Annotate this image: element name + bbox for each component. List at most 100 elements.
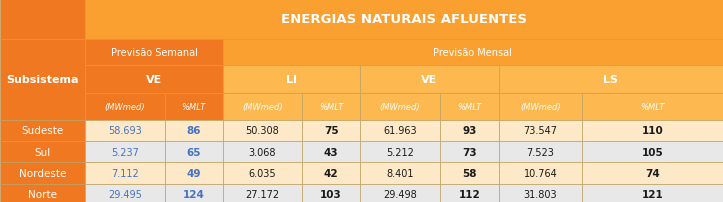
Bar — [499, 184, 582, 202]
Bar — [223, 66, 360, 94]
Text: 7.523: 7.523 — [526, 147, 555, 157]
Bar — [302, 163, 360, 184]
Text: LS: LS — [604, 75, 618, 85]
Bar — [302, 184, 360, 202]
Text: VE: VE — [146, 75, 162, 85]
Bar — [85, 39, 223, 66]
Bar — [302, 120, 360, 141]
Bar — [85, 94, 165, 120]
Text: LI: LI — [286, 75, 297, 85]
Bar — [440, 163, 499, 184]
Bar — [165, 141, 223, 163]
Text: 49: 49 — [187, 168, 201, 178]
Text: 29.498: 29.498 — [383, 189, 416, 199]
Bar — [0, 120, 85, 141]
Text: 58: 58 — [462, 168, 476, 178]
Bar — [165, 163, 223, 184]
Bar — [582, 141, 723, 163]
Text: ENERGIAS NATURAIS AFLUENTES: ENERGIAS NATURAIS AFLUENTES — [281, 13, 527, 26]
Bar — [0, 163, 85, 184]
Bar — [85, 120, 165, 141]
Bar — [302, 94, 360, 120]
Bar — [499, 94, 582, 120]
Bar — [223, 163, 302, 184]
Bar — [360, 94, 440, 120]
Text: Subsistema: Subsistema — [7, 75, 79, 85]
Text: 50.308: 50.308 — [246, 126, 279, 136]
Bar — [440, 120, 499, 141]
Text: 65: 65 — [187, 147, 201, 157]
Bar — [302, 141, 360, 163]
Bar — [85, 0, 723, 39]
Text: 103: 103 — [320, 189, 342, 199]
Text: 42: 42 — [324, 168, 338, 178]
Text: 74: 74 — [645, 168, 660, 178]
Text: 7.112: 7.112 — [111, 168, 139, 178]
Text: 73: 73 — [462, 147, 476, 157]
Bar — [165, 184, 223, 202]
Text: Previsão Semanal: Previsão Semanal — [111, 47, 197, 58]
Bar — [223, 184, 302, 202]
Bar — [582, 94, 723, 120]
Bar — [0, 0, 85, 39]
Bar — [440, 141, 499, 163]
Bar — [0, 39, 85, 120]
Bar — [0, 141, 85, 163]
Bar — [360, 66, 499, 94]
Text: 112: 112 — [458, 189, 480, 199]
Bar — [223, 94, 302, 120]
Bar — [360, 184, 440, 202]
Bar — [499, 141, 582, 163]
Text: 29.495: 29.495 — [108, 189, 142, 199]
Text: 5.212: 5.212 — [386, 147, 414, 157]
Bar — [360, 163, 440, 184]
Text: Nordeste: Nordeste — [19, 168, 67, 178]
Text: 10.764: 10.764 — [523, 168, 557, 178]
Text: %MLT: %MLT — [181, 103, 206, 112]
Text: Norte: Norte — [28, 189, 57, 199]
Bar — [223, 141, 302, 163]
Bar — [223, 39, 723, 66]
Bar — [85, 163, 165, 184]
Bar — [85, 66, 223, 94]
Text: %MLT: %MLT — [641, 103, 664, 112]
Bar — [165, 120, 223, 141]
Text: (MWmed): (MWmed) — [242, 103, 283, 112]
Bar — [440, 184, 499, 202]
Text: Previsão Mensal: Previsão Mensal — [433, 47, 513, 58]
Bar — [499, 120, 582, 141]
Text: (MWmed): (MWmed) — [520, 103, 561, 112]
Bar — [582, 184, 723, 202]
Text: 110: 110 — [641, 126, 664, 136]
Bar — [582, 163, 723, 184]
Bar — [165, 94, 223, 120]
Bar — [499, 66, 723, 94]
Text: 27.172: 27.172 — [245, 189, 280, 199]
Text: 124: 124 — [183, 189, 205, 199]
Text: 61.963: 61.963 — [383, 126, 416, 136]
Text: 43: 43 — [324, 147, 338, 157]
Text: 73.547: 73.547 — [523, 126, 557, 136]
Text: 93: 93 — [462, 126, 476, 136]
Text: 8.401: 8.401 — [386, 168, 414, 178]
Text: %MLT: %MLT — [319, 103, 343, 112]
Text: %MLT: %MLT — [457, 103, 482, 112]
Text: 75: 75 — [324, 126, 338, 136]
Text: 105: 105 — [641, 147, 664, 157]
Bar — [223, 120, 302, 141]
Text: 58.693: 58.693 — [108, 126, 142, 136]
Bar — [360, 120, 440, 141]
Bar — [582, 120, 723, 141]
Bar — [440, 94, 499, 120]
Text: 6.035: 6.035 — [249, 168, 276, 178]
Bar — [360, 141, 440, 163]
Text: (MWmed): (MWmed) — [105, 103, 145, 112]
Bar — [85, 184, 165, 202]
Text: (MWmed): (MWmed) — [380, 103, 420, 112]
Text: 121: 121 — [641, 189, 664, 199]
Text: 86: 86 — [187, 126, 201, 136]
Text: 31.803: 31.803 — [523, 189, 557, 199]
Text: 3.068: 3.068 — [249, 147, 276, 157]
Text: 5.237: 5.237 — [111, 147, 139, 157]
Bar — [85, 141, 165, 163]
